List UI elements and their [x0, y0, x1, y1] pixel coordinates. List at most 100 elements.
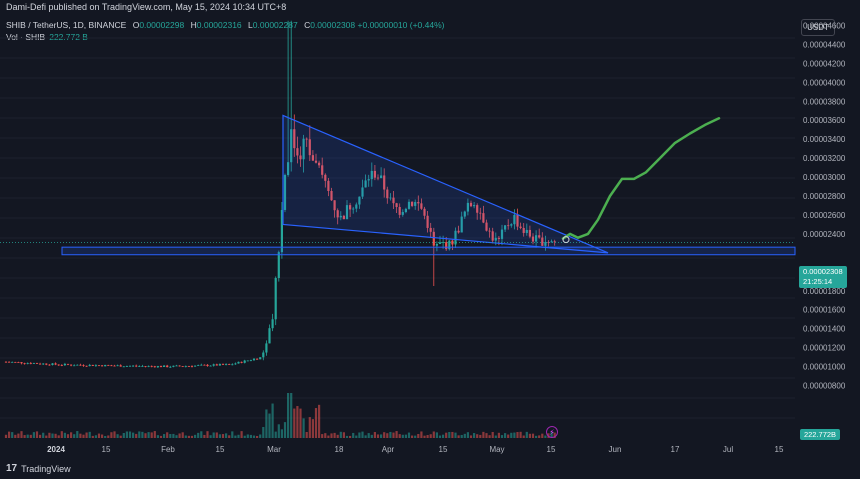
- volume-bar: [497, 432, 500, 438]
- candle-body: [321, 165, 324, 175]
- candle-body: [153, 366, 156, 368]
- candle: [463, 210, 466, 219]
- time-axis[interactable]: 2024 15 Feb 15 Mar 18 Apr 15 May 15 Jun 17 Jul 15: [47, 445, 784, 454]
- candle: [302, 134, 305, 173]
- candle-body: [166, 365, 169, 368]
- candle-body: [479, 212, 482, 214]
- volume-label[interactable]: Vol · SHIB: [6, 32, 46, 42]
- volume-bar: [376, 434, 380, 438]
- candle-body: [259, 357, 262, 360]
- candle-body: [73, 365, 76, 367]
- candle: [538, 228, 541, 239]
- candle-body: [70, 364, 73, 366]
- high-label: H: [190, 20, 197, 30]
- volume-bars: [4, 393, 556, 438]
- top-bar: Dami-Defi published on TradingView.com, …: [0, 0, 860, 14]
- tradingview-logo[interactable]: 17 TradingView: [6, 463, 71, 474]
- time-tick: Jul: [723, 445, 733, 454]
- candle-body: [531, 236, 535, 242]
- candle-body: [190, 366, 194, 367]
- candle: [94, 364, 97, 367]
- candle-body: [318, 162, 321, 166]
- volume-bar: [488, 435, 491, 438]
- volume-bar: [504, 433, 507, 438]
- volume-bar: [355, 435, 358, 438]
- volume-bar: [463, 433, 466, 438]
- lightning-icon[interactable]: ⚡: [546, 426, 558, 438]
- time-tick: May: [489, 445, 504, 454]
- candle-body: [228, 364, 231, 365]
- candle: [178, 365, 181, 367]
- candle-body: [386, 189, 389, 199]
- candle-body: [4, 361, 8, 363]
- volume-bar: [485, 433, 488, 438]
- volume-bar: [438, 435, 442, 438]
- close-label: C: [304, 20, 311, 30]
- candle: [163, 365, 166, 368]
- candle-body: [435, 244, 438, 246]
- candle-body: [194, 365, 197, 367]
- candle-body: [544, 242, 547, 246]
- candle: [510, 223, 513, 228]
- candle-body: [262, 352, 265, 358]
- candle-body: [268, 328, 271, 344]
- candle-body: [119, 365, 122, 367]
- volume-bar: [14, 434, 17, 438]
- candle-body: [163, 365, 166, 368]
- candle-body: [132, 365, 135, 367]
- volume-bar: [491, 431, 494, 438]
- candle: [85, 365, 88, 367]
- candle-body: [197, 365, 200, 366]
- volume-bar: [125, 431, 128, 438]
- candle: [190, 365, 194, 368]
- currency-button[interactable]: USDT: [801, 19, 835, 36]
- volume-bar: [91, 435, 94, 438]
- candle: [513, 209, 516, 230]
- time-tick: 15: [102, 445, 111, 454]
- time-tick: Apr: [382, 445, 395, 454]
- volume-bar: [234, 435, 237, 438]
- candle-body: [175, 365, 178, 367]
- price-axis[interactable]: 0.00004600 0.00004400 0.00004200 0.00004000…: [803, 21, 846, 390]
- candle: [17, 361, 20, 363]
- candle: [528, 225, 531, 239]
- candle: [324, 173, 327, 188]
- candle-body: [141, 366, 144, 367]
- candle-body: [411, 201, 414, 206]
- candle-body: [26, 363, 29, 364]
- candle: [113, 364, 116, 367]
- candle-body: [423, 208, 426, 216]
- candle: [535, 230, 538, 248]
- volume-tag: 222.772B: [800, 429, 840, 440]
- price-tick: 0.00001600: [803, 306, 846, 315]
- candle: [321, 157, 324, 179]
- candle: [110, 364, 113, 367]
- candle-body: [51, 363, 54, 365]
- candle: [305, 137, 308, 147]
- volume-bar: [4, 434, 8, 438]
- candle: [79, 363, 82, 366]
- candle: [144, 365, 147, 368]
- volume-bar: [119, 435, 122, 438]
- candle: [60, 364, 63, 367]
- volume-bar: [274, 431, 277, 438]
- candle: [70, 364, 73, 367]
- volume-bar: [290, 393, 293, 438]
- candle: [73, 364, 76, 367]
- symbol-label[interactable]: SHIB / TetherUS, 1D, BINANCE: [6, 20, 127, 30]
- volume-value: 222.772 B: [49, 32, 88, 42]
- volume-bar: [97, 433, 101, 438]
- candle-body: [138, 366, 141, 367]
- volume-bar: [159, 435, 163, 438]
- volume-bar: [426, 435, 429, 438]
- volume-bar: [256, 435, 259, 438]
- candle-body: [104, 364, 107, 367]
- candle-body: [457, 230, 460, 233]
- candle-body: [525, 229, 528, 233]
- volume-bar: [252, 435, 256, 438]
- candle-body: [144, 366, 147, 367]
- volume-bar: [420, 431, 423, 438]
- candle: [352, 206, 355, 214]
- candle-body: [500, 229, 504, 239]
